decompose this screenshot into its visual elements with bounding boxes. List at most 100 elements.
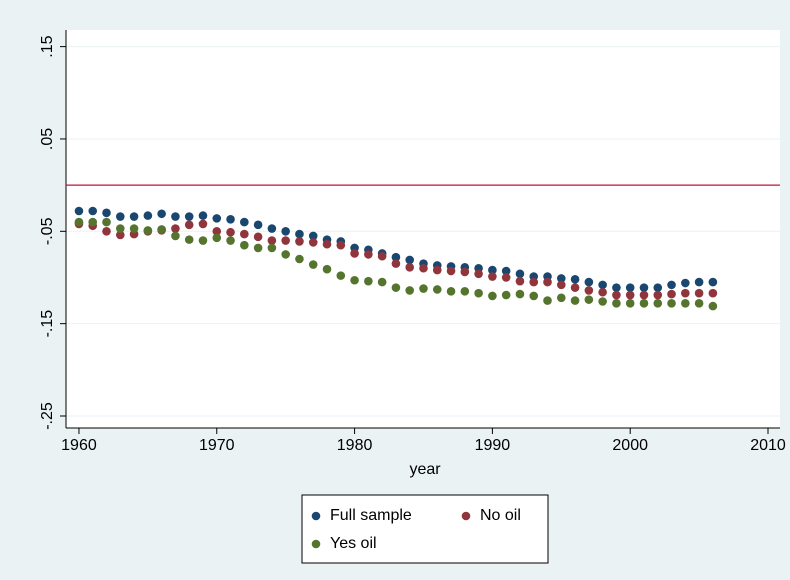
data-point xyxy=(488,291,497,301)
data-point xyxy=(625,299,635,308)
data-point xyxy=(377,251,387,261)
data-point xyxy=(212,233,222,243)
data-point xyxy=(694,277,704,287)
data-point xyxy=(253,232,263,242)
data-point xyxy=(308,260,318,269)
data-point xyxy=(419,284,428,293)
y-tick-label: .05 xyxy=(39,128,56,150)
data-point xyxy=(184,220,194,230)
legend-label: Yes oil xyxy=(330,535,377,552)
data-point xyxy=(157,225,166,234)
data-point xyxy=(667,280,676,290)
data-point xyxy=(584,295,594,304)
data-point xyxy=(171,224,180,233)
data-point xyxy=(681,288,690,298)
data-point xyxy=(488,272,497,281)
data-point xyxy=(529,277,539,287)
data-point xyxy=(157,209,166,219)
data-point xyxy=(694,288,704,298)
data-point xyxy=(405,263,415,272)
legend-label: Full sample xyxy=(330,507,412,524)
data-point xyxy=(584,286,594,295)
data-point xyxy=(184,235,194,244)
data-point xyxy=(584,277,594,287)
data-point xyxy=(405,286,415,295)
data-point xyxy=(281,227,290,236)
data-point xyxy=(681,299,690,308)
data-point xyxy=(653,283,663,292)
data-point xyxy=(74,206,84,216)
data-point xyxy=(322,264,332,274)
data-point xyxy=(625,290,635,300)
data-point xyxy=(653,290,663,300)
data-point xyxy=(612,299,621,308)
data-point xyxy=(432,265,442,275)
data-point xyxy=(501,290,511,300)
data-point xyxy=(198,211,208,220)
data-point xyxy=(446,266,456,276)
data-point xyxy=(708,301,718,311)
data-point xyxy=(295,254,304,264)
y-tick-label: -.15 xyxy=(39,310,56,338)
x-tick-label: 2010 xyxy=(750,437,786,454)
data-point xyxy=(391,283,401,292)
data-point xyxy=(115,212,125,221)
data-point xyxy=(612,283,621,292)
data-point xyxy=(74,217,84,227)
data-point xyxy=(639,283,649,292)
data-point xyxy=(694,299,704,308)
data-point xyxy=(364,250,373,259)
data-point xyxy=(102,208,111,218)
data-point xyxy=(267,243,277,253)
data-point xyxy=(391,259,401,268)
data-point xyxy=(556,274,566,283)
data-point xyxy=(212,227,222,236)
data-point xyxy=(336,240,346,250)
data-point xyxy=(446,287,456,296)
data-point xyxy=(515,269,525,279)
data-point xyxy=(681,278,690,288)
x-tick-label: 1980 xyxy=(337,437,373,454)
data-point xyxy=(295,237,304,246)
legend-marker xyxy=(311,511,321,521)
data-point xyxy=(405,255,415,265)
data-point xyxy=(350,275,359,285)
data-point xyxy=(102,217,111,227)
data-point xyxy=(419,263,428,273)
data-point xyxy=(322,239,332,249)
y-tick-label: .15 xyxy=(39,35,56,57)
data-point xyxy=(129,224,139,233)
data-point xyxy=(115,230,125,240)
data-point xyxy=(336,271,346,280)
data-point xyxy=(253,243,263,253)
x-axis-title: year xyxy=(409,461,441,478)
y-tick-label: -.25 xyxy=(39,402,56,430)
data-point xyxy=(570,283,580,292)
data-point xyxy=(556,280,566,290)
data-point xyxy=(377,277,387,287)
data-point xyxy=(308,231,318,241)
data-point xyxy=(267,236,277,245)
data-point xyxy=(515,289,525,299)
x-tick-label: 1960 xyxy=(61,437,97,454)
legend-marker xyxy=(461,511,471,521)
x-tick-label: 1990 xyxy=(475,437,511,454)
data-point xyxy=(129,212,139,221)
data-point xyxy=(543,277,552,287)
data-point xyxy=(667,299,676,308)
data-point xyxy=(240,229,249,239)
data-point xyxy=(460,267,470,277)
legend xyxy=(301,494,549,564)
data-point xyxy=(570,275,580,284)
data-point xyxy=(88,217,98,227)
data-point xyxy=(350,249,359,258)
data-point xyxy=(364,276,373,286)
data-point xyxy=(612,290,621,300)
data-point xyxy=(281,250,290,259)
data-point xyxy=(653,299,663,308)
data-point xyxy=(570,296,580,305)
legend-label: No oil xyxy=(480,507,521,524)
data-point xyxy=(625,283,635,292)
